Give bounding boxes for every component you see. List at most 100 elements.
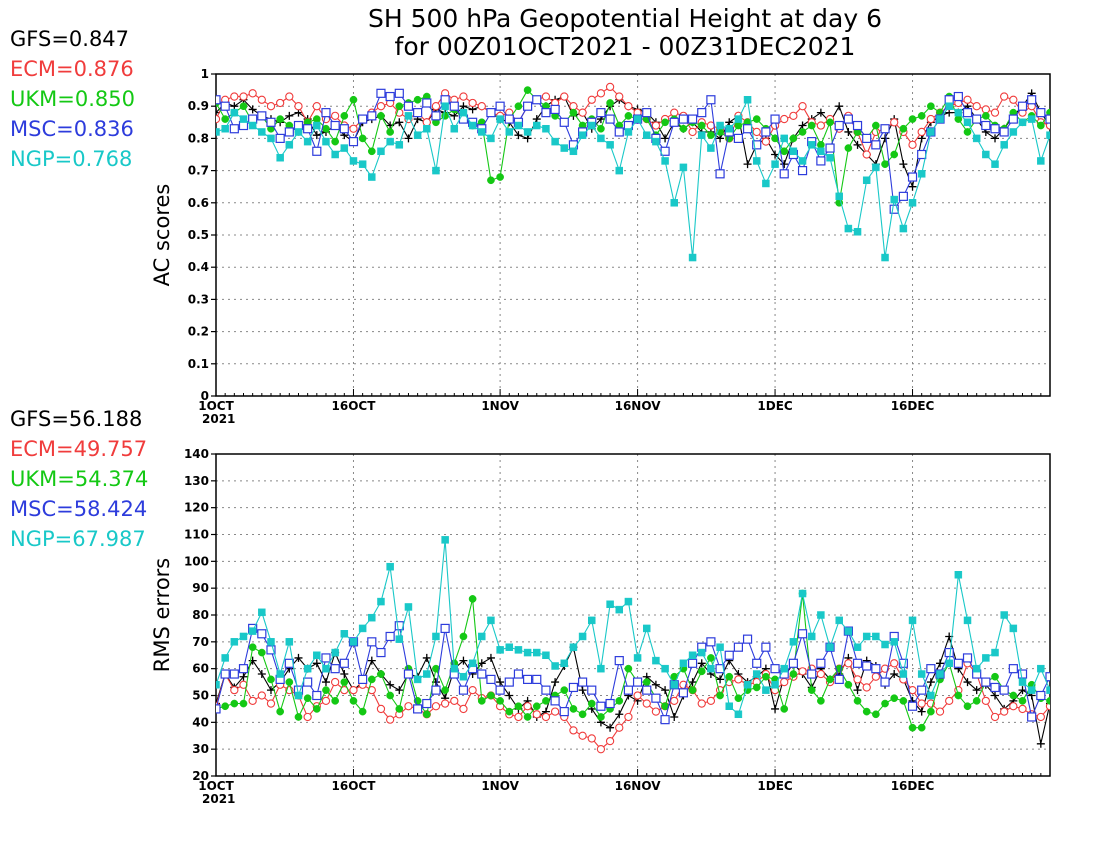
rms-point-ngp-7 (267, 638, 275, 646)
rms-point-ngp-85 (982, 654, 990, 662)
rms-x-year-label: 2021 (202, 792, 235, 806)
rms-point-msc-36 (532, 674, 542, 685)
ac-point-ukm-16 (349, 95, 358, 104)
rms-point-ecm-49 (651, 707, 661, 716)
rms-point-ngp-80 (936, 670, 944, 678)
ac-point-msc-61 (761, 127, 771, 137)
rms-point-ngp-49 (652, 656, 660, 665)
ac-point-ecm-10 (294, 102, 303, 111)
ac-point-msc-59 (742, 124, 753, 134)
ac-point-ecm-79 (926, 114, 936, 124)
rms-point-ngp-45 (615, 605, 624, 614)
ac-point-msc-78 (917, 149, 927, 160)
ac-point-ukm-82 (954, 115, 963, 123)
rms-point-ukm-43 (597, 713, 605, 721)
rms-point-ecm-54 (697, 699, 706, 708)
ac-point-msc-87 (999, 127, 1009, 137)
ac-point-msc-90 (1027, 95, 1037, 105)
ac-y-tick-label-8: 0.8 (188, 131, 209, 145)
ac-point-ecm-30 (477, 102, 486, 111)
ac-point-ngp-30 (478, 128, 486, 136)
rms-point-ukm-66 (807, 686, 816, 694)
ac-point-msc-55 (706, 95, 716, 105)
rms-legend-gfs: GFS=56.188 (10, 407, 142, 431)
rms-point-ngp-63 (780, 664, 788, 673)
ac-point-ecm-67 (816, 121, 826, 130)
rms-point-ukm-2 (221, 702, 230, 711)
ac-point-ecm-53 (688, 127, 697, 137)
ac-point-ukm-2 (221, 115, 230, 123)
rms-point-gfs-45 (615, 710, 624, 719)
rms-point-ngp-86 (991, 648, 999, 657)
ac-point-ecm-92 (1045, 121, 1050, 130)
rms-point-ecm-34 (514, 712, 523, 722)
rms-point-ecm-26 (440, 699, 450, 708)
ac-point-msc-12 (312, 146, 322, 156)
ac-point-ukm-85 (981, 112, 990, 120)
rms-point-ukm-60 (752, 683, 761, 692)
ac-y-tick-label-10: 1 (201, 67, 209, 81)
ac-point-ngp-91 (1037, 157, 1045, 165)
rms-point-ecm-42 (587, 734, 596, 743)
rms-y-tick-label-8: 100 (184, 554, 209, 568)
rms-point-ngp-87 (1000, 611, 1008, 619)
rms-legend-ukm: UKM=54.374 (10, 467, 148, 491)
rms-point-ukm-28 (459, 632, 468, 641)
rms-point-ngp-56 (716, 643, 724, 651)
rms-point-msc-28 (458, 685, 469, 695)
ac-legend-msc: MSC=0.836 (10, 117, 134, 141)
rms-point-ecm-65 (798, 667, 807, 676)
ac-point-ukm-13 (322, 124, 330, 133)
ac-point-ecm-42 (587, 95, 596, 104)
rms-point-ngp-44 (606, 600, 614, 609)
ac-point-msc-89 (1017, 101, 1028, 111)
ac-point-msc-52 (678, 114, 689, 124)
ac-point-ecm-64 (789, 111, 798, 121)
rms-point-ukm-48 (642, 678, 651, 686)
rms-point-ukm-41 (578, 710, 587, 719)
rms-point-ukm-70 (844, 680, 853, 689)
ac-point-msc-58 (733, 133, 743, 143)
rms-point-msc-87 (999, 685, 1009, 695)
rms-point-ukm-36 (532, 702, 541, 711)
rms-point-ecm-5 (248, 696, 257, 706)
rms-point-msc-19 (376, 647, 386, 658)
rms-point-ecm-40 (569, 726, 578, 735)
rms-point-msc-53 (687, 658, 698, 668)
rms-y-axis-label: RMS errors (150, 558, 174, 673)
ac-point-msc-17 (358, 114, 368, 124)
ac-point-ukm-55 (707, 131, 715, 140)
rms-point-ngp-50 (661, 664, 669, 673)
ac-x-year-label: 2021 (202, 412, 235, 426)
ac-point-msc-20 (385, 91, 395, 102)
ac-point-ngp-32 (496, 115, 504, 123)
rms-point-ukm-58 (734, 694, 743, 703)
ac-point-msc-82 (953, 91, 963, 102)
ac-point-ukm-12 (312, 115, 321, 123)
ac-point-ngp-40 (569, 147, 578, 156)
ac-point-msc-38 (550, 104, 560, 115)
ac-point-ukm-83 (963, 128, 972, 136)
ac-point-msc-9 (284, 127, 294, 137)
ac-point-gfs-77 (908, 182, 917, 191)
rms-point-ecm-20 (385, 715, 395, 724)
ac-point-msc-54 (697, 108, 707, 118)
ac-point-ecm-41 (578, 108, 587, 117)
ac-point-ukm-75 (890, 150, 899, 159)
ac-legend-gfs: GFS=0.847 (10, 27, 129, 51)
rms-point-msc-3 (229, 669, 239, 679)
rms-point-ukm-4 (239, 699, 248, 708)
ac-point-ngp-64 (789, 147, 798, 156)
rms-point-ngp-17 (358, 624, 367, 633)
ac-point-ngp-79 (927, 128, 935, 136)
rms-point-ecm-75 (890, 659, 899, 668)
rms-point-ngp-79 (927, 691, 935, 700)
ac-point-ngp-10 (294, 128, 303, 136)
rms-point-ngp-28 (459, 672, 468, 681)
rms-point-ecm-67 (816, 669, 826, 679)
rms-point-ecm-51 (670, 696, 679, 706)
rms-y-tick-label-1: 30 (192, 742, 209, 756)
ac-point-ukm-8 (276, 115, 285, 123)
rms-point-ecm-22 (404, 702, 413, 711)
ac-point-ecm-25 (431, 102, 441, 111)
